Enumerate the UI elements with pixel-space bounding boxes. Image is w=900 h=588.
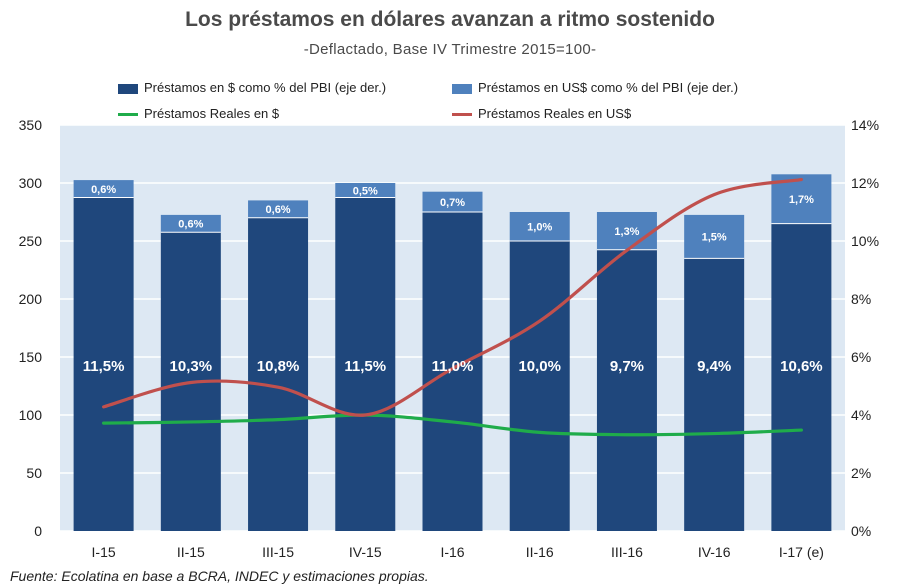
right-axis-tick-label: 14% (851, 117, 879, 133)
legend-item-reales-usd: Préstamos Reales en US$ (452, 106, 631, 121)
legend-label-usd-pbi: Préstamos en US$ como % del PBI (eje der… (478, 80, 739, 95)
x-axis-tick-label: II-16 (526, 544, 554, 560)
right-axis-tick-label: 4% (851, 407, 871, 423)
legend-swatch-pesos-pbi (118, 83, 138, 94)
chart-title: Los préstamos en dólares avanzan a ritmo… (185, 8, 715, 31)
left-axis-tick-label: 300 (19, 175, 43, 191)
bar-pesos-pbi (248, 217, 309, 532)
legend-item-usd-pbi: Préstamos en US$ como % del PBI (eje der… (452, 80, 738, 95)
right-axis-tick-label: 10% (851, 233, 879, 249)
bar-pesos-pbi (684, 258, 745, 531)
data-label-pesos-pbi: 10,3% (170, 358, 213, 375)
right-axis-tick-label: 8% (851, 291, 871, 307)
data-label-usd-pbi: 0,7% (440, 197, 465, 209)
data-label-usd-pbi: 0,6% (178, 219, 203, 231)
bar-pesos-pbi (596, 249, 657, 531)
bar-pesos-pbi (771, 223, 832, 531)
data-label-pesos-pbi: 11,5% (83, 358, 125, 375)
data-label-pesos-pbi: 10,6% (780, 358, 823, 375)
legend-swatch-reales-pesos (118, 113, 138, 117)
x-axis-tick-label: I-17 (e) (779, 544, 824, 560)
bar-usd-pbi (596, 212, 657, 250)
bar-pesos-pbi (422, 212, 483, 531)
data-label-usd-pbi: 0,6% (91, 184, 116, 196)
bar-usd-pbi (335, 183, 396, 198)
legend-item-reales-pesos: Préstamos Reales en $ (118, 106, 279, 121)
bar-pesos-pbi (335, 197, 396, 531)
data-label-usd-pbi: 1,5% (702, 232, 727, 244)
data-label-usd-pbi: 0,5% (353, 185, 378, 197)
x-axis-tick-label: IV-16 (698, 544, 731, 560)
x-axis-tick-label: I-15 (92, 544, 116, 560)
right-axis-tick-label: 2% (851, 465, 871, 481)
x-axis-tick-label: II-15 (177, 544, 205, 560)
bar-usd-pbi (422, 191, 483, 212)
bar-usd-pbi (509, 212, 570, 241)
x-axis-tick-label: IV-15 (349, 544, 382, 560)
data-label-pesos-pbi: 11,0% (432, 358, 474, 375)
legend-item-pesos-pbi: Préstamos en $ como % del PBI (eje der.) (118, 80, 386, 95)
data-label-pesos-pbi: 9,7% (610, 358, 644, 375)
legend-swatch-usd-pbi (452, 83, 472, 94)
left-axis-tick-label: 100 (19, 407, 43, 423)
bar-usd-pbi (73, 180, 134, 198)
legend-label-pesos-pbi: Préstamos en $ como % del PBI (eje der.) (144, 80, 387, 95)
line-reales-usd (102, 177, 803, 417)
left-axis-tick-label: 200 (19, 291, 43, 307)
data-label-usd-pbi: 1,0% (527, 222, 552, 234)
left-axis-tick-label: 50 (26, 465, 42, 481)
data-label-pesos-pbi: 10,8% (257, 358, 300, 375)
line-reales-pesos (102, 413, 803, 437)
legend-label-reales-pesos: Préstamos Reales en $ (144, 106, 280, 121)
left-axis-tick-label: 350 (19, 117, 43, 133)
right-axis-tick-label: 0% (851, 523, 871, 539)
bar-usd-pbi (248, 200, 309, 218)
bar-usd-pbi (684, 214, 745, 259)
x-axis-tick-label: III-16 (611, 544, 643, 560)
left-axis-tick-label: 250 (19, 233, 43, 249)
left-axis-tick-label: 0 (34, 523, 42, 539)
bar-pesos-pbi (509, 241, 570, 531)
bar-pesos-pbi (73, 197, 134, 531)
data-label-pesos-pbi: 11,5% (344, 358, 386, 375)
source-note: Fuente: Ecolatina en base a BCRA, INDEC … (10, 568, 429, 584)
data-label-usd-pbi: 1,7% (789, 194, 814, 206)
data-label-usd-pbi: 1,3% (614, 226, 639, 238)
legend-swatch-reales-usd (452, 113, 472, 117)
right-axis-tick-label: 6% (851, 349, 871, 365)
left-axis-tick-label: 150 (19, 349, 43, 365)
data-label-usd-pbi: 0,6% (266, 204, 291, 216)
x-axis-tick-label: I-16 (440, 544, 464, 560)
legend-label-reales-usd: Préstamos Reales en US$ (478, 106, 632, 121)
x-axis-tick-label: III-15 (262, 544, 294, 560)
chart-subtitle: -Deflactado, Base IV Trimestre 2015=100- (303, 41, 597, 58)
data-label-pesos-pbi: 10,0% (518, 358, 561, 375)
data-label-pesos-pbi: 9,4% (697, 358, 731, 375)
bar-usd-pbi (160, 214, 221, 233)
right-axis-tick-label: 12% (851, 175, 879, 191)
